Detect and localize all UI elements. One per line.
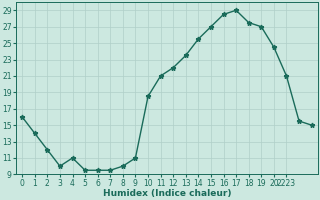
X-axis label: Humidex (Indice chaleur): Humidex (Indice chaleur) [103,189,231,198]
